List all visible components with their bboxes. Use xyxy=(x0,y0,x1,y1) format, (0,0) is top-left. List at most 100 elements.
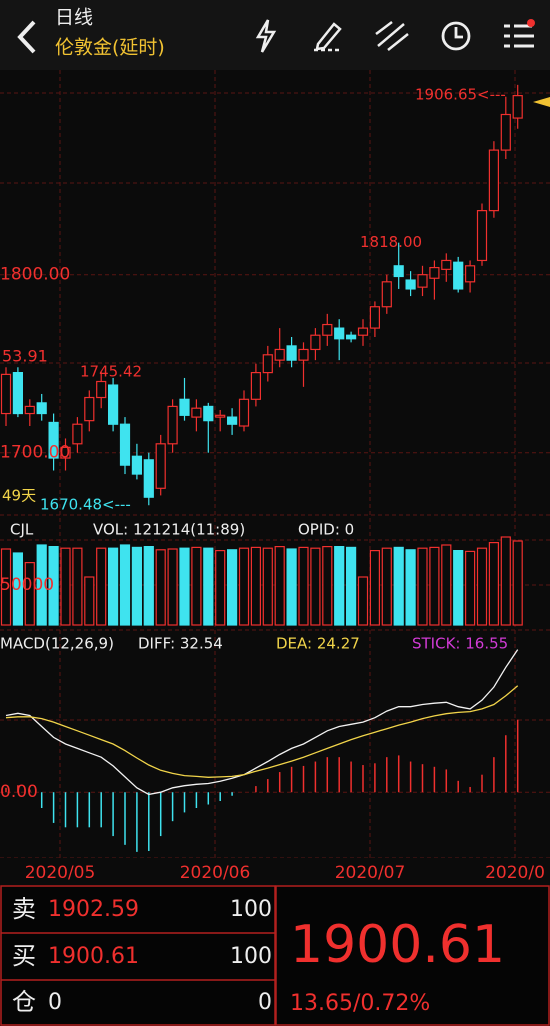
volume-bar xyxy=(119,544,131,626)
price-annotation: 1745.42 xyxy=(80,362,142,380)
candle-body xyxy=(298,348,309,361)
quote-panel xyxy=(0,885,550,1026)
y-tick-label: 50000 xyxy=(0,575,54,595)
volume-bar xyxy=(96,547,107,626)
price-pointer xyxy=(533,97,550,107)
candle-body xyxy=(465,265,476,283)
volume-bar xyxy=(179,547,190,626)
opid-text: OPID: 0 xyxy=(298,521,354,539)
volume-bar xyxy=(24,561,35,626)
menu-icon[interactable] xyxy=(504,19,535,48)
candle-body xyxy=(500,113,511,151)
candle-body xyxy=(453,261,464,290)
x-tick-label: 2020/07 xyxy=(335,863,406,883)
volume-bar xyxy=(238,547,250,626)
candle-body xyxy=(36,402,47,415)
y-tick-label: 1800.00 xyxy=(0,265,70,285)
price-annotation: 1818.00 xyxy=(360,233,422,251)
edge-label: 49天 xyxy=(2,487,36,505)
candle-body xyxy=(322,323,333,336)
price-annotation: 1906.65<--- xyxy=(415,85,506,103)
volume-bar xyxy=(476,547,488,626)
quote-price: 1900.61 xyxy=(48,944,139,969)
volume-bar xyxy=(346,546,357,626)
plot xyxy=(0,84,523,852)
volume-bar xyxy=(369,549,380,626)
price-change: 13.65/0.72% xyxy=(290,991,430,1016)
chart-bg xyxy=(0,70,550,885)
clock-icon[interactable] xyxy=(441,21,471,51)
quote-price: 1902.59 xyxy=(48,897,139,922)
candle-body xyxy=(405,279,416,290)
candle-body xyxy=(60,446,71,459)
volume-bar xyxy=(107,547,119,626)
candle-body xyxy=(48,421,59,459)
trend-icon[interactable] xyxy=(375,21,409,51)
volume-bar xyxy=(250,546,261,626)
candle-body xyxy=(512,95,523,119)
candle-body xyxy=(310,334,321,351)
quote-qty: 100 xyxy=(230,897,272,922)
candle-body xyxy=(441,259,452,270)
grid xyxy=(0,70,550,859)
volume-bar xyxy=(417,547,428,626)
candle-body xyxy=(12,372,23,415)
x-tick-label: 2020/0 xyxy=(485,863,545,883)
edge-label: 53.91 xyxy=(2,347,48,366)
candle-body xyxy=(381,281,392,308)
candle-body xyxy=(215,414,226,418)
candle-body xyxy=(84,396,95,422)
diff-text: DIFF: 32.54 xyxy=(138,635,223,653)
header-subtitle: 伦敦金(延时) xyxy=(55,37,165,59)
candle-body xyxy=(119,423,131,466)
volume-bar xyxy=(227,549,238,626)
volume-bar xyxy=(131,546,142,626)
volume-bar xyxy=(453,549,464,626)
volume-bar xyxy=(500,536,511,626)
candle-body xyxy=(274,348,285,361)
x-tick-label: 2020/05 xyxy=(25,863,96,883)
candle-body xyxy=(346,334,357,340)
candle-body xyxy=(357,327,369,336)
volume-bar xyxy=(286,548,297,626)
volume-bar xyxy=(143,545,154,626)
volume-bar xyxy=(191,546,202,626)
quote-label: 仓 xyxy=(12,988,36,1016)
x-tick-label: 2020/06 xyxy=(180,863,251,883)
candle-body xyxy=(238,398,250,427)
y-tick-label: 1700.00 xyxy=(0,443,70,463)
stick-text: STICK: 16.55 xyxy=(412,635,508,653)
candle-body xyxy=(262,354,273,374)
candle-body xyxy=(429,266,440,279)
back-button[interactable] xyxy=(17,20,36,54)
volume-bar xyxy=(310,547,321,626)
volume-bar xyxy=(12,552,23,626)
candle-body xyxy=(107,384,119,425)
volume-bar xyxy=(322,545,333,626)
quote-label: 买 xyxy=(12,942,36,970)
volume-bar xyxy=(357,576,369,626)
candle-body xyxy=(155,443,166,489)
draw-icon[interactable] xyxy=(314,22,342,52)
volume-bar xyxy=(167,548,178,626)
dea-text: DEA: 24.27 xyxy=(276,635,360,653)
price-annotation: 1670.48<--- xyxy=(40,496,131,514)
quote-qty: 0 xyxy=(258,990,272,1015)
volume-bar xyxy=(72,547,83,626)
candle-body xyxy=(250,372,261,400)
flash-icon[interactable] xyxy=(255,19,277,53)
volume-bar xyxy=(215,549,226,626)
candle-body xyxy=(476,210,488,262)
volume-bar xyxy=(274,545,285,626)
candle-body xyxy=(393,265,404,278)
volume-bar xyxy=(393,546,404,626)
volume-bar xyxy=(262,547,273,626)
candle-body xyxy=(203,405,214,422)
candle-body xyxy=(369,306,380,329)
volume-text: VOL: 121214(11:89) xyxy=(93,521,245,539)
macd-diff-line xyxy=(5,649,519,796)
last-price: 1900.61 xyxy=(290,915,505,975)
